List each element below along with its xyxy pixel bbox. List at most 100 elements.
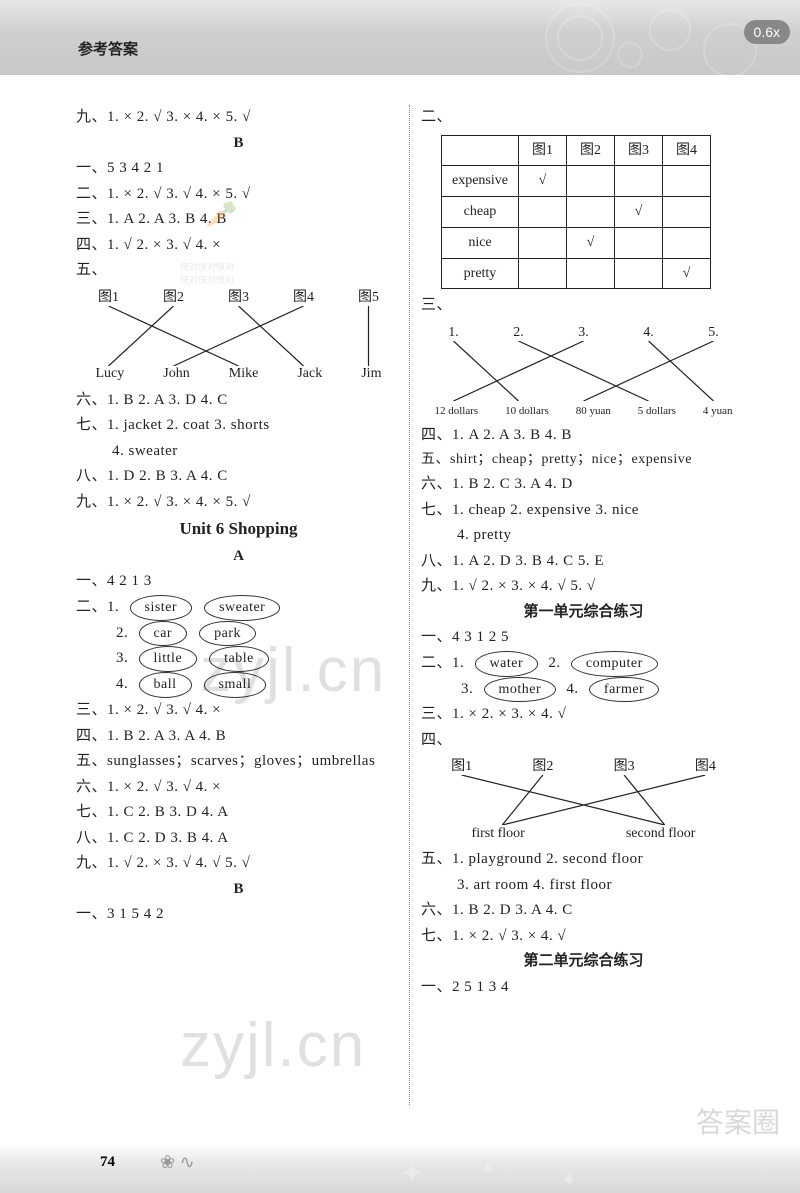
table-cell xyxy=(518,227,566,258)
answer-line: 二、 xyxy=(421,105,746,131)
answer-line: 五、sunglasses；scarves；gloves；umbrellas xyxy=(76,749,401,775)
table-cell: nice xyxy=(442,227,519,258)
answer-line: 五、shirt；cheap；pretty；nice；expensive xyxy=(421,448,746,472)
answer-line: 四、1. √ 2. × 3. √ 4. × xyxy=(76,233,401,259)
table-cell xyxy=(662,197,710,228)
zoom-badge: 0.6x xyxy=(744,20,790,44)
match-bottom-item: 10 dollars xyxy=(505,402,549,421)
table-cell: √ xyxy=(518,166,566,197)
answer-line: 七、1. cheap 2. expensive 3. nice xyxy=(421,498,746,524)
table-cell xyxy=(614,258,662,289)
oval-word: car xyxy=(139,621,188,647)
section-heading-a: A xyxy=(76,544,401,570)
match-bottom-item: 5 dollars xyxy=(638,402,676,421)
answer-line: 一、2 5 1 3 4 xyxy=(421,975,746,1001)
oval-word: sweater xyxy=(204,595,280,621)
table-cell: √ xyxy=(566,227,614,258)
table-cell xyxy=(566,258,614,289)
oval-row: 二、1. water 2. computer xyxy=(421,651,746,677)
answer-line: 一、4 2 1 3 xyxy=(76,569,401,595)
section-heading-b2: B xyxy=(76,877,401,903)
table-cell: pretty xyxy=(442,258,519,289)
answer-line: 九、1. √ 2. × 3. × 4. √ 5. √ xyxy=(421,574,746,600)
label-text: 三、 xyxy=(421,297,452,313)
answer-line: 一、5 3 4 2 1 xyxy=(76,156,401,182)
table-cell xyxy=(614,227,662,258)
answer-line: 九、1. × 2. √ 3. × 4. × 5. √ xyxy=(76,490,401,516)
svg-text:✦: ✦ xyxy=(400,1159,423,1190)
table-header-cell: 图4 xyxy=(662,135,710,166)
oval-word: water xyxy=(475,651,539,677)
answer-table: 图1图2图3图4expensive√cheap√nice√pretty√ xyxy=(441,135,711,290)
matching-diagram-1: 图1图2图3图4图5 LucyJohnMikeJackJim xyxy=(76,286,401,386)
answer-line: 六、1. × 2. √ 3. √ 4. × xyxy=(76,775,401,801)
content-area: 九、1. × 2. √ 3. × 4. × 5. √ B 一、5 3 4 2 1… xyxy=(76,105,746,1135)
match-bottom-item: 12 dollars xyxy=(434,402,478,421)
unit-heading: Unit 6 Shopping xyxy=(76,515,401,544)
table-cell xyxy=(566,166,614,197)
footer-flourish-icon: ❀ ∿ xyxy=(160,1152,195,1173)
answer-line: 九、1. √ 2. × 3. √ 4. √ 5. √ xyxy=(76,851,401,877)
answer-line: 4. pretty xyxy=(421,523,746,549)
oval-word: sister xyxy=(130,595,193,621)
page-header-title: 参考答案 xyxy=(78,38,138,59)
oval-row-label: 3. xyxy=(461,681,478,697)
answer-line: 三、1. × 2. √ 3. √ 4. × xyxy=(76,698,401,724)
oval-row-label: 4. xyxy=(116,676,133,692)
answer-line: 三、1. × 2. × 3. × 4. √ xyxy=(421,702,746,728)
oval-word-block: 二、1. sistersweater2. carpark3. littletab… xyxy=(76,595,401,698)
answer-line: 六、1. B 2. D 3. A 4. C xyxy=(421,898,746,924)
table-cell: cheap xyxy=(442,197,519,228)
match-label: 三、 xyxy=(421,293,746,319)
answer-line: 二、1. × 2. √ 3. √ 4. × 5. √ xyxy=(76,182,401,208)
answer-line: 四、1. B 2. A 3. A 4. B xyxy=(76,724,401,750)
answer-line: 八、1. D 2. B 3. A 4. C xyxy=(76,464,401,490)
oval-row-label: 3. xyxy=(116,650,133,666)
match-bottom-item: 4 yuan xyxy=(703,402,733,421)
table-cell xyxy=(662,166,710,197)
answer-line: 三、1. A 2. A 3. B 4. B xyxy=(76,207,401,233)
answer-line: 一、3 1 5 4 2 xyxy=(76,902,401,928)
answer-line: 3. art room 4. first floor xyxy=(421,873,746,899)
label-text: 五、 xyxy=(76,262,107,278)
table-cell: expensive xyxy=(442,166,519,197)
column-divider xyxy=(409,105,410,1105)
oval-row-label: 二、1. xyxy=(421,655,469,671)
answer-line: 一、4 3 1 2 5 xyxy=(421,625,746,651)
oval-word: park xyxy=(199,621,256,647)
left-column: 九、1. × 2. √ 3. × 4. × 5. √ B 一、5 3 4 2 1… xyxy=(76,105,401,928)
table-cell xyxy=(662,227,710,258)
oval-word: small xyxy=(204,672,267,698)
match-bottom-item: Jim xyxy=(361,362,381,386)
oval-row-label: 4. xyxy=(562,681,583,697)
oval-word: ball xyxy=(139,672,192,698)
answer-line: 4. sweater xyxy=(76,439,401,465)
match-bottom-item: Lucy xyxy=(96,362,125,386)
answer-line: 七、1. × 2. √ 3. × 4. √ xyxy=(421,924,746,950)
svg-text:✦: ✦ xyxy=(480,1159,495,1179)
answer-line: 五、1. playground 2. second floor xyxy=(421,847,746,873)
match-label: 五、 xyxy=(76,258,401,284)
oval-row: 4. ball small xyxy=(76,672,401,698)
table-cell xyxy=(518,197,566,228)
answer-line: 六、1. B 2. A 3. D 4. C xyxy=(76,388,401,414)
footer-bar: ✦ ✦ ✦ xyxy=(0,1143,800,1193)
answer-line: 七、1. C 2. B 3. D 4. A xyxy=(76,800,401,826)
match-bottom-item: first floor xyxy=(472,822,525,846)
table-cell xyxy=(566,197,614,228)
oval-word-block: 二、1. water 2. computer3. mother 4. farme… xyxy=(421,651,746,703)
answer-line: 八、1. C 2. D 3. B 4. A xyxy=(76,826,401,852)
match-label: 四、 xyxy=(421,728,746,754)
page-number: 74 xyxy=(100,1154,115,1171)
table-header-cell: 图1 xyxy=(518,135,566,166)
oval-row: 二、1. sistersweater xyxy=(76,595,401,621)
table-header-cell: 图2 xyxy=(566,135,614,166)
oval-word: computer xyxy=(571,651,658,677)
table-cell xyxy=(614,166,662,197)
oval-word: table xyxy=(209,646,269,672)
section-heading-b: B xyxy=(76,131,401,157)
match-bottom-item: John xyxy=(163,362,189,386)
footer-decoration: ✦ ✦ ✦ xyxy=(0,1143,800,1193)
svg-text:✦: ✦ xyxy=(560,1167,578,1192)
table-header-cell xyxy=(442,135,519,166)
